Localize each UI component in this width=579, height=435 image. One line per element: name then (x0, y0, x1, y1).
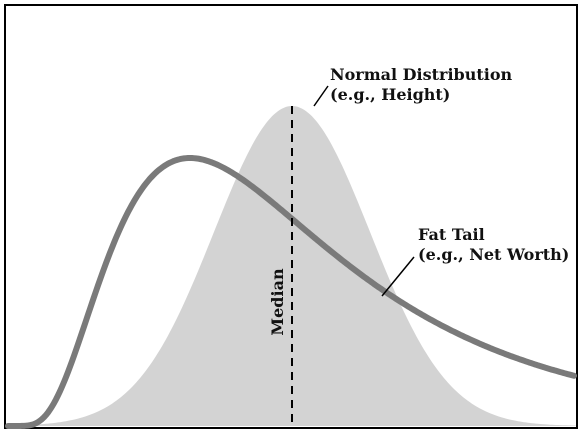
normal-distribution-label: Normal Distribution (330, 65, 512, 84)
median-label: Median (268, 268, 287, 336)
normal-distribution-sublabel: (e.g., Height) (330, 85, 450, 104)
fat-tail-label: Fat Tail (418, 225, 485, 244)
normal-leader-line (313, 85, 329, 107)
fat-tail-leader-line (381, 256, 415, 297)
fat-tail-sublabel: (e.g., Net Worth) (418, 245, 569, 264)
